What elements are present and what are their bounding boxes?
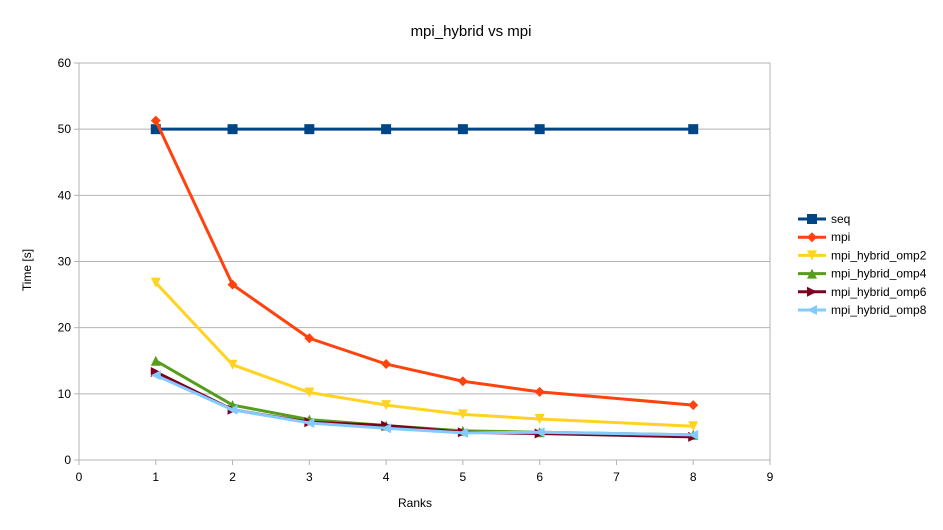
legend-label: mpi_hybrid_omp6 [831,285,927,299]
x-tick-label: 9 [767,470,774,484]
data-point [807,286,817,297]
y-tick-label: 60 [58,56,72,70]
x-tick-label: 2 [229,470,236,484]
data-point [381,359,392,370]
chart-title: mpi_hybrid vs mpi [411,23,532,40]
data-point [150,370,161,381]
x-tick-label: 6 [536,470,543,484]
data-point [150,355,161,366]
data-point [227,279,238,290]
y-tick-label: 20 [58,321,72,335]
x-tick-label: 0 [76,470,83,484]
x-axis-label: Ranks [398,496,432,510]
x-tick-label: 5 [460,470,467,484]
y-tick-label: 50 [58,122,72,136]
data-point [688,421,699,432]
legend-item-mpi_hybrid_omp4: mpi_hybrid_omp4 [798,267,927,281]
data-point [304,417,315,428]
y-tick-label: 40 [58,188,72,202]
x-tick-label: 3 [306,470,313,484]
data-point [381,124,392,135]
x-axis-ticks: 0 1 2 3 4 5 6 7 8 9 [76,460,774,484]
data-point [688,400,699,411]
legend-item-seq: seq [798,212,850,226]
data-point [150,277,161,288]
data-point [457,124,468,135]
x-tick-label: 8 [690,470,697,484]
data-point [381,400,392,411]
legend-label: mpi_hybrid_omp8 [831,303,927,317]
legend-label: mpi [831,230,850,244]
legend-item-mpi_hybrid_omp2: mpi_hybrid_omp2 [798,248,927,262]
y-tick-label: 0 [64,453,71,467]
data-point [304,387,315,398]
series-mpi [150,115,699,411]
data-point [227,359,238,370]
y-axis-ticks: 0 10 20 30 40 50 60 [58,56,79,467]
data-point [807,268,817,279]
x-tick-label: 4 [383,470,390,484]
data-point [807,232,817,243]
data-point [150,115,161,126]
series-line [154,119,694,407]
grid-lines [79,62,770,461]
data-point [457,409,468,420]
data-point [534,386,545,397]
data-point [304,124,315,135]
x-tick-label: 7 [613,470,620,484]
series-group [150,115,699,442]
legend-item-mpi_hybrid_omp6: mpi_hybrid_omp6 [798,285,927,299]
legend-item-mpi_hybrid_omp8: mpi_hybrid_omp8 [798,303,927,317]
data-point [807,250,817,261]
y-axis-label: Time [s] [20,249,34,291]
y-tick-label: 10 [58,387,72,401]
data-point [457,376,468,387]
data-point [227,124,238,135]
data-point [304,333,315,344]
data-point [150,124,161,135]
x-tick-label: 1 [152,470,159,484]
data-point [227,404,238,415]
data-point [807,214,817,224]
series-seq [150,124,699,135]
legend: seq mpi mpi_hybrid_omp2 mpi_hybrid_omp4 mpi_… [798,212,927,317]
y-tick-label: 30 [58,255,72,269]
data-point [457,427,468,438]
data-point [688,429,699,440]
legend-label: mpi_hybrid_omp4 [831,267,927,281]
data-point [688,124,699,135]
series-mpi_hybrid_omp8 [150,370,699,440]
series-mpi_hybrid_omp2 [150,277,699,432]
data-point [534,427,545,438]
legend-label: seq [831,212,850,226]
data-point [534,413,545,424]
data-point [807,305,817,315]
legend-item-mpi: mpi [798,230,850,244]
legend-label: mpi_hybrid_omp2 [831,248,927,262]
data-point [381,423,392,434]
data-point [534,124,545,135]
